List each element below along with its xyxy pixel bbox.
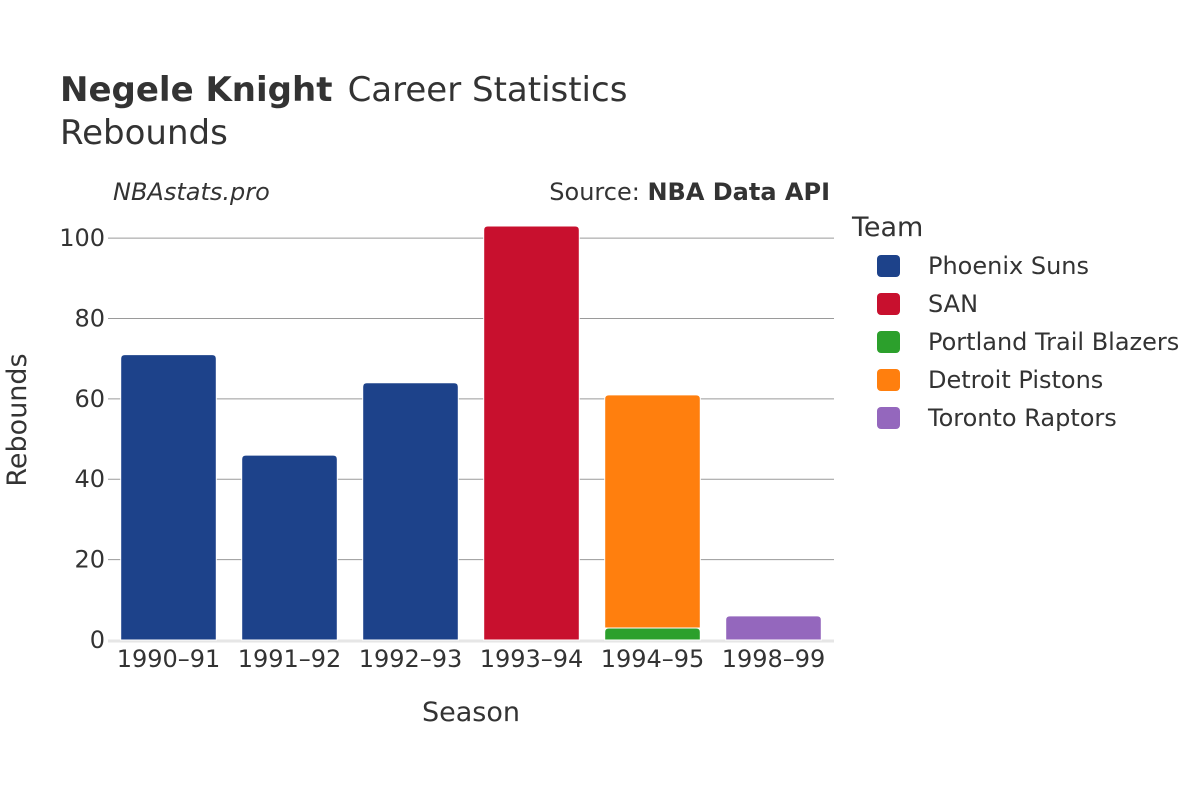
y-axis-title: Rebounds bbox=[2, 353, 33, 486]
y-tick-label: 80 bbox=[74, 304, 105, 332]
legend-label: Portland Trail Blazers bbox=[928, 328, 1179, 356]
watermark: NBAstats.pro bbox=[113, 178, 270, 206]
y-tick-labels: 0 20 40 60 80 100 bbox=[59, 224, 105, 654]
x-axis-title: Season bbox=[422, 697, 520, 728]
y-tick-label: 20 bbox=[74, 546, 105, 574]
bars bbox=[120, 225, 822, 641]
bar-portland-trail-blazers-1994–95 bbox=[604, 627, 701, 641]
bar-phoenix-suns-1991–92 bbox=[241, 454, 338, 641]
source-name: NBA Data API bbox=[647, 178, 830, 206]
legend: Team Phoenix Suns SAN Portland Trail Blaze… bbox=[851, 212, 1179, 432]
legend-swatch bbox=[877, 369, 900, 391]
legend-label: Detroit Pistons bbox=[928, 366, 1103, 394]
y-tick-label: 100 bbox=[59, 224, 105, 252]
legend-swatch bbox=[877, 255, 900, 277]
chart-title-rest: Career Statistics bbox=[348, 70, 628, 110]
source-credit: Source: NBA Data API bbox=[549, 178, 830, 206]
bar-phoenix-suns-1990–91 bbox=[120, 354, 217, 641]
y-gridlines bbox=[108, 237, 834, 643]
x-tick-label: 1992–93 bbox=[359, 645, 463, 673]
legend-label: SAN bbox=[928, 290, 978, 318]
y-tick-label: 40 bbox=[74, 465, 105, 493]
bar-phoenix-suns-1992–93 bbox=[362, 382, 459, 641]
legend-title: Team bbox=[851, 212, 923, 243]
y-tick-label: 0 bbox=[90, 626, 105, 654]
legend-label: Toronto Raptors bbox=[927, 404, 1117, 432]
x-tick-label: 1993–94 bbox=[480, 645, 584, 673]
x-tick-label: 1994–95 bbox=[601, 645, 705, 673]
chart-subtitle: Rebounds bbox=[60, 113, 228, 153]
y-tick-label: 60 bbox=[74, 385, 105, 413]
chart-title: Negele Knight Career Statistics bbox=[60, 70, 627, 110]
x-tick-label: 1991–92 bbox=[238, 645, 342, 673]
x-tick-label: 1998–99 bbox=[722, 645, 826, 673]
bar-san-1993–94 bbox=[483, 225, 580, 641]
source-prefix: Source: bbox=[549, 178, 647, 206]
x-tick-labels: 1990–91 1991–92 1992–93 1993–94 1994–95 1998–… bbox=[117, 645, 826, 673]
bar-toronto-raptors-1998–99 bbox=[725, 615, 822, 641]
bar-detroit-pistons-1994–95 bbox=[604, 394, 701, 629]
chart-title-player: Negele Knight bbox=[60, 70, 332, 110]
legend-swatch bbox=[877, 293, 900, 315]
legend-swatch bbox=[877, 407, 900, 429]
legend-swatch bbox=[877, 331, 900, 353]
x-tick-label: 1990–91 bbox=[117, 645, 221, 673]
legend-label: Phoenix Suns bbox=[928, 252, 1089, 280]
